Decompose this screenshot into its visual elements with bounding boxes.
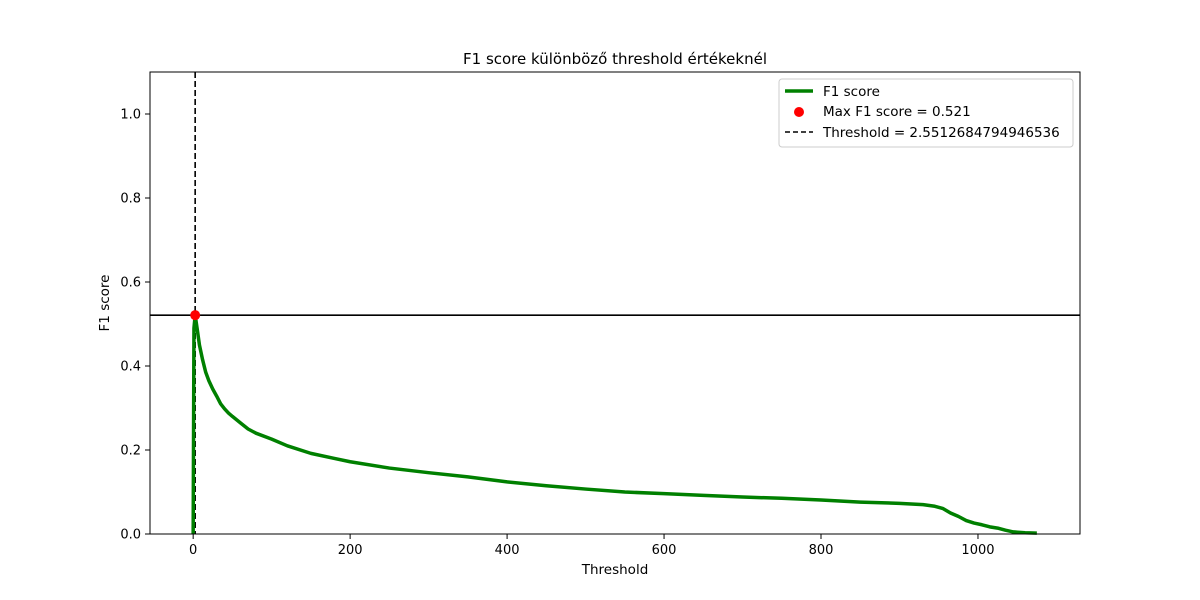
y-tick-label: 0.2 xyxy=(120,444,141,459)
y-tick-label: 0.8 xyxy=(120,192,141,207)
series-layer xyxy=(150,72,1080,535)
series-line-f1-score xyxy=(191,313,1037,535)
x-tick-label: 800 xyxy=(809,543,834,558)
x-tick-label: 400 xyxy=(495,543,520,558)
legend-box xyxy=(778,78,1074,148)
plot-area xyxy=(149,71,1081,535)
legend-label-threshold: Threshold = 2.5512684794946536 xyxy=(822,125,1060,141)
legend-label-max: Max F1 score = 0.521 xyxy=(823,104,971,120)
x-tick-label: 200 xyxy=(338,543,363,558)
axes-frame xyxy=(149,71,1081,535)
y-axis-ticks: 0.0 0.2 0.4 0.6 0.8 1.0 xyxy=(120,108,150,543)
max-f1-point xyxy=(190,310,201,321)
y-tick-label: 0.4 xyxy=(120,360,141,375)
legend-marker-max xyxy=(794,107,804,117)
chart-title: F1 score különböző threshold értékeknél xyxy=(463,50,767,68)
x-tick-label: 1000 xyxy=(961,543,994,558)
x-tick-label: 600 xyxy=(652,543,677,558)
legend: F1 score Max F1 score = 0.521 Threshold … xyxy=(778,78,1074,148)
y-tick-label: 1.0 xyxy=(120,108,141,123)
x-axis-ticks: 0 200 400 600 800 1000 xyxy=(189,534,995,558)
y-tick-label: 0.6 xyxy=(120,276,141,291)
y-tick-label: 0.0 xyxy=(120,528,141,543)
x-axis-label: Threshold xyxy=(581,562,649,578)
x-tick-label: 0 xyxy=(189,543,197,558)
legend-label-f1: F1 score xyxy=(823,84,880,100)
y-axis-label: F1 score xyxy=(97,275,113,332)
